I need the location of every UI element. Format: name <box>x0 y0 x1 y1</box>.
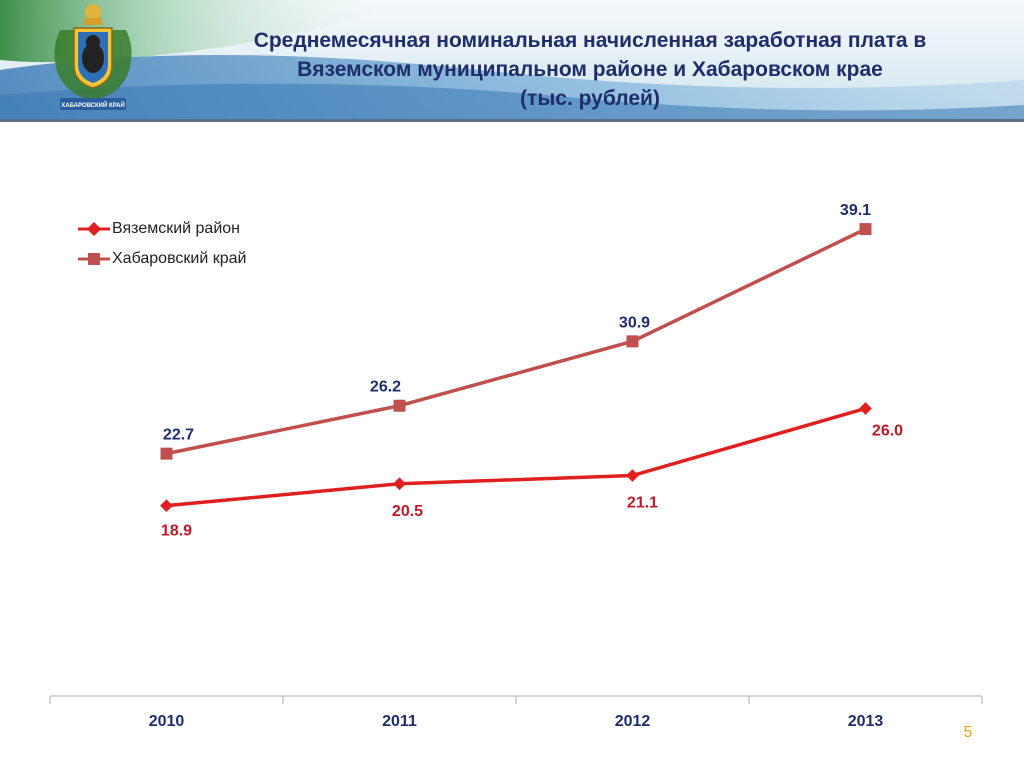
title-line-2: Вяземском муниципальном районе и Хабаров… <box>297 58 883 81</box>
header-divider <box>0 119 1024 122</box>
data-point-square <box>393 399 406 412</box>
legend-label: Хабаровский край <box>112 250 247 267</box>
data-label: 30.9 <box>619 314 650 331</box>
data-point-square <box>859 223 872 236</box>
data-label: 26.2 <box>370 379 401 396</box>
chart-legend: Вяземский район Хабаровский край <box>78 214 246 274</box>
line-chart: 2010 2011 2012 2013 18.9 20.5 21.1 26.0 22.7 26.2… <box>49 202 983 730</box>
data-point-diamond <box>393 477 406 491</box>
data-point-diamond <box>626 469 639 482</box>
data-label: 18.9 <box>161 523 192 540</box>
data-label: 22.7 <box>163 427 194 444</box>
x-tick-label: 2010 <box>149 713 185 730</box>
page-number: 5 <box>963 724 973 741</box>
slide-header: ХАБАРОВСКИЙ КРАЙ Среднемесячная номиналь… <box>0 0 1024 122</box>
legend-item-vyazemsky: Вяземский район <box>78 214 246 244</box>
coat-of-arms-icon: ХАБАРОВСКИЙ КРАЙ <box>54 4 132 110</box>
series-line <box>166 227 867 456</box>
legend-square-icon <box>78 253 110 265</box>
x-tick-label: 2011 <box>382 713 417 730</box>
x-tick-label: 2013 <box>848 713 884 730</box>
data-label: 39.1 <box>840 202 871 219</box>
series-line <box>166 406 866 508</box>
page-title: Среднемесячная номинальная начисленная з… <box>160 26 1020 113</box>
title-line-3: (тыс. рублей) <box>520 87 660 110</box>
legend-diamond-icon <box>78 222 110 236</box>
legend-item-khabarovsk: Хабаровский край <box>78 244 246 274</box>
data-label: 26.0 <box>872 422 903 439</box>
data-label: 21.1 <box>627 495 658 512</box>
data-point-square <box>160 447 173 460</box>
data-point-diamond <box>859 402 872 415</box>
data-point-square <box>626 335 639 348</box>
legend-label: Вяземский район <box>112 220 240 237</box>
emblem-caption: ХАБАРОВСКИЙ КРАЙ <box>61 101 125 109</box>
title-line-1: Среднемесячная номинальная начисленная з… <box>253 29 927 52</box>
data-point-diamond <box>160 499 173 513</box>
x-tick-label: 2012 <box>615 713 651 730</box>
chart-area: 2010 2011 2012 2013 18.9 20.5 21.1 26.0 22.7 26.2… <box>0 122 1024 768</box>
data-label: 20.5 <box>392 503 423 520</box>
